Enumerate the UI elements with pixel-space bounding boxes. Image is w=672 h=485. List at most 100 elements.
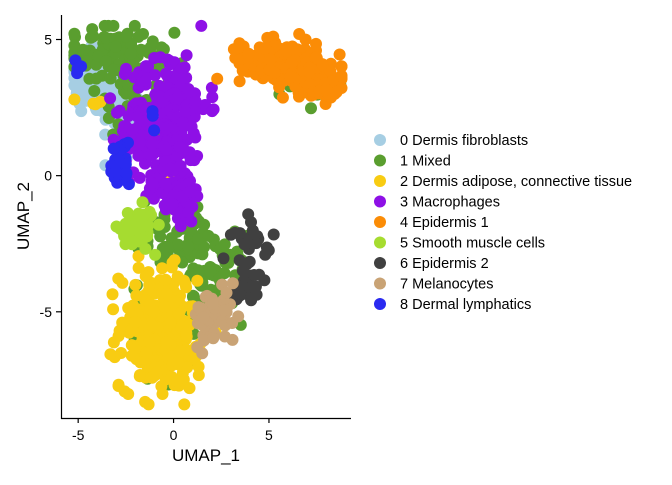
data-point [139, 74, 152, 87]
data-point [233, 254, 246, 267]
data-point [75, 105, 88, 118]
data-point [249, 280, 262, 293]
data-point [324, 64, 337, 77]
data-point [258, 274, 271, 287]
data-point [88, 85, 101, 97]
data-point [149, 69, 161, 82]
legend-label: 4 Epidermis 1 [400, 215, 489, 231]
data-point [187, 290, 200, 303]
data-point [177, 71, 190, 84]
data-point [68, 27, 81, 40]
data-point [330, 86, 343, 99]
data-point [246, 224, 259, 237]
data-point [107, 142, 120, 155]
data-point [204, 266, 217, 279]
data-point [139, 242, 152, 255]
data-point [146, 138, 158, 151]
data-point [191, 341, 204, 354]
data-point [99, 31, 112, 44]
series-6 [217, 208, 280, 307]
data-point [132, 149, 145, 162]
data-point [68, 93, 81, 106]
data-point [207, 103, 220, 116]
data-point [139, 395, 152, 408]
data-point [156, 262, 169, 275]
data-point [120, 30, 133, 43]
legend-swatch [374, 236, 386, 249]
data-point [173, 141, 186, 153]
legend-swatch [374, 154, 386, 167]
data-point [168, 254, 181, 267]
data-point [185, 215, 198, 228]
legend-swatch [374, 134, 386, 146]
data-point [135, 210, 147, 223]
data-point [202, 229, 215, 242]
data-point [174, 345, 186, 358]
data-point [260, 241, 273, 254]
legend-label: 1 Mixed [400, 154, 451, 170]
legend-swatch [374, 277, 386, 290]
legend: 0 Dermis fibroblasts 1 Mixed 2 Dermis adip… [374, 133, 632, 313]
data-point [273, 81, 286, 94]
data-point [168, 26, 181, 39]
ticks-layer: -5 0 5 -5 0 5 [40, 32, 274, 443]
data-point [147, 305, 160, 318]
data-point [280, 45, 293, 58]
data-point [316, 58, 329, 71]
data-point [184, 185, 197, 198]
data-point [226, 333, 239, 346]
data-point [159, 273, 172, 286]
legend-label: 7 Melanocytes [400, 277, 494, 293]
data-point [164, 316, 177, 329]
legend-label: 6 Epidermis 2 [400, 256, 489, 272]
data-point [145, 149, 157, 162]
data-point [284, 71, 297, 84]
data-point [184, 154, 197, 167]
data-point [218, 238, 231, 251]
data-point [137, 44, 150, 57]
x-tick-label: 5 [265, 427, 273, 443]
data-point [335, 60, 348, 73]
legend-item: 5 Smooth muscle cells [374, 236, 545, 252]
x-tick-label: -5 [72, 427, 85, 443]
data-point [195, 19, 208, 32]
data-point [276, 91, 289, 104]
legend-label: 3 Macrophages [400, 195, 500, 211]
data-point [150, 366, 163, 379]
legend-label: 5 Smooth muscle cells [400, 236, 545, 252]
data-point [218, 304, 231, 317]
data-point [116, 316, 129, 329]
data-point [158, 300, 171, 313]
data-point [228, 226, 241, 239]
data-point [207, 332, 220, 345]
data-point [180, 326, 193, 339]
data-point [107, 63, 120, 76]
legend-item: 2 Dermis adipose, connective tissue [374, 174, 632, 190]
data-point [146, 35, 159, 48]
data-point [305, 102, 317, 115]
data-point [159, 177, 172, 190]
data-point [104, 92, 117, 105]
data-point [293, 28, 306, 40]
data-point [171, 270, 184, 283]
data-point [160, 336, 173, 349]
data-point [104, 348, 117, 361]
data-point [174, 159, 187, 172]
legend-swatch [374, 195, 386, 208]
points-layer [68, 19, 348, 411]
data-point [77, 43, 89, 56]
data-point [155, 41, 168, 54]
y-tick-label: 0 [44, 168, 52, 184]
data-point [122, 110, 135, 122]
legend-item: 8 Dermal lymphatics [374, 297, 531, 313]
data-point [125, 349, 138, 362]
data-point [189, 95, 202, 108]
data-point [122, 388, 135, 400]
data-point [211, 72, 224, 85]
data-point [192, 301, 205, 314]
data-point [120, 167, 133, 180]
data-point [171, 92, 184, 105]
legend-swatch [374, 298, 386, 310]
data-point [166, 198, 179, 211]
data-point [171, 375, 184, 388]
